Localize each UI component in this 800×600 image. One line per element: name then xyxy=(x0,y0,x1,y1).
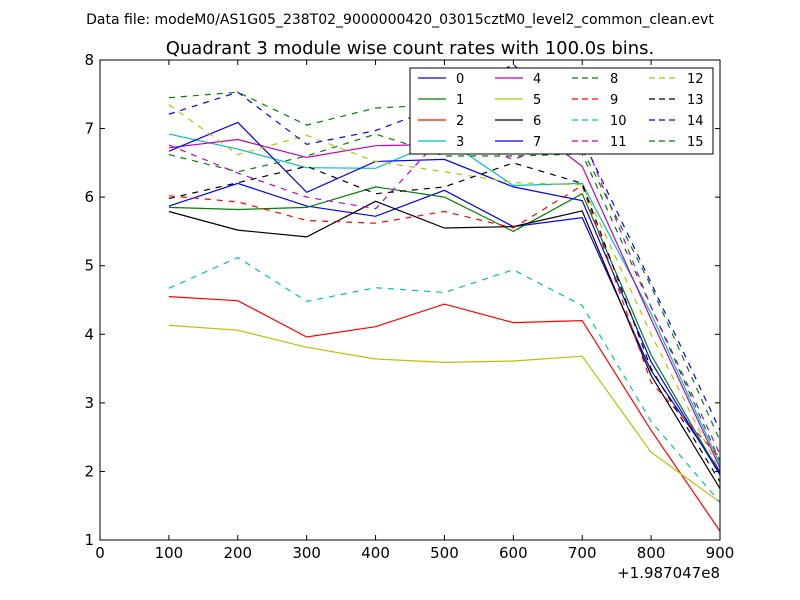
legend-label: 12 xyxy=(687,72,704,87)
legend-item-6: 6 xyxy=(495,114,541,129)
legend-item-1: 1 xyxy=(418,93,464,108)
series-line-7 xyxy=(168,121,721,476)
legend-item-9: 9 xyxy=(572,93,618,108)
legend-label: 8 xyxy=(610,72,618,87)
x-tick-label: 700 xyxy=(568,544,597,562)
series-line-6 xyxy=(168,200,721,489)
legend-item-2: 2 xyxy=(418,114,464,129)
series-line-8 xyxy=(168,133,721,462)
legend-item-7: 7 xyxy=(495,135,541,150)
series-line-1 xyxy=(168,186,721,475)
series-line-0 xyxy=(168,182,721,472)
y-tick-label: 7 xyxy=(84,120,94,138)
x-tick-label: 0 xyxy=(95,544,105,562)
legend-label: 3 xyxy=(456,135,464,150)
legend-label: 15 xyxy=(687,135,704,150)
x-tick-label: 900 xyxy=(706,544,735,562)
legend-item-3: 3 xyxy=(418,135,464,150)
series-line-2 xyxy=(168,296,721,532)
data-file-title: Data file: modeM0/AS1G05_238T02_90000004… xyxy=(86,12,714,28)
legend-label: 5 xyxy=(533,93,541,108)
legend-item-0: 0 xyxy=(418,72,464,87)
y-tick-label: 5 xyxy=(84,257,94,275)
legend-label: 10 xyxy=(610,114,627,129)
x-tick-label: 100 xyxy=(155,544,184,562)
legend-item-13: 13 xyxy=(649,93,704,108)
legend-item-8: 8 xyxy=(572,72,618,87)
y-tick-label: 8 xyxy=(84,51,94,69)
legend-item-5: 5 xyxy=(495,93,541,108)
x-tick-label: 400 xyxy=(361,544,390,562)
y-tick-label: 3 xyxy=(84,394,94,412)
x-tick-label: 200 xyxy=(223,544,252,562)
legend-label: 1 xyxy=(456,93,464,108)
legend-label: 14 xyxy=(687,114,704,129)
legend-label: 6 xyxy=(533,114,541,129)
legend-item-12: 12 xyxy=(649,72,704,87)
y-tick-label: 2 xyxy=(84,462,94,480)
y-tick-label: 6 xyxy=(84,188,94,206)
series-line-5 xyxy=(168,324,721,503)
legend-label: 2 xyxy=(456,114,464,129)
plot-area-frame xyxy=(99,59,721,541)
legend-item-14: 14 xyxy=(649,114,704,129)
x-tick-label: 600 xyxy=(499,544,528,562)
series-line-4 xyxy=(168,113,721,469)
series-line-11 xyxy=(168,133,721,455)
legend-item-15: 15 xyxy=(649,135,704,150)
series-line-10 xyxy=(168,256,721,503)
legend-label: 0 xyxy=(456,72,464,87)
y-tick-label: 1 xyxy=(84,531,94,549)
x-axis-offset-label: +1.987047e8 xyxy=(617,564,720,582)
legend-item-4: 4 xyxy=(495,72,541,87)
x-tick-label: 500 xyxy=(430,544,459,562)
legend-label: 7 xyxy=(533,135,541,150)
legend-item-10: 10 xyxy=(572,114,627,129)
legend-label: 13 xyxy=(687,93,704,108)
legend-label: 4 xyxy=(533,72,541,87)
x-tick-label: 800 xyxy=(637,544,666,562)
legend-box xyxy=(409,67,714,155)
chart-title: Quadrant 3 module wise count rates with … xyxy=(166,38,655,59)
series-line-9 xyxy=(168,184,721,459)
y-tick-label: 4 xyxy=(84,325,94,343)
series-line-3 xyxy=(168,133,721,465)
series-line-15 xyxy=(168,91,721,441)
x-tick-label: 300 xyxy=(292,544,321,562)
legend-item-11: 11 xyxy=(572,135,627,150)
legend-label: 11 xyxy=(610,135,627,150)
legend-label: 9 xyxy=(610,93,618,108)
series-line-12 xyxy=(168,104,721,472)
